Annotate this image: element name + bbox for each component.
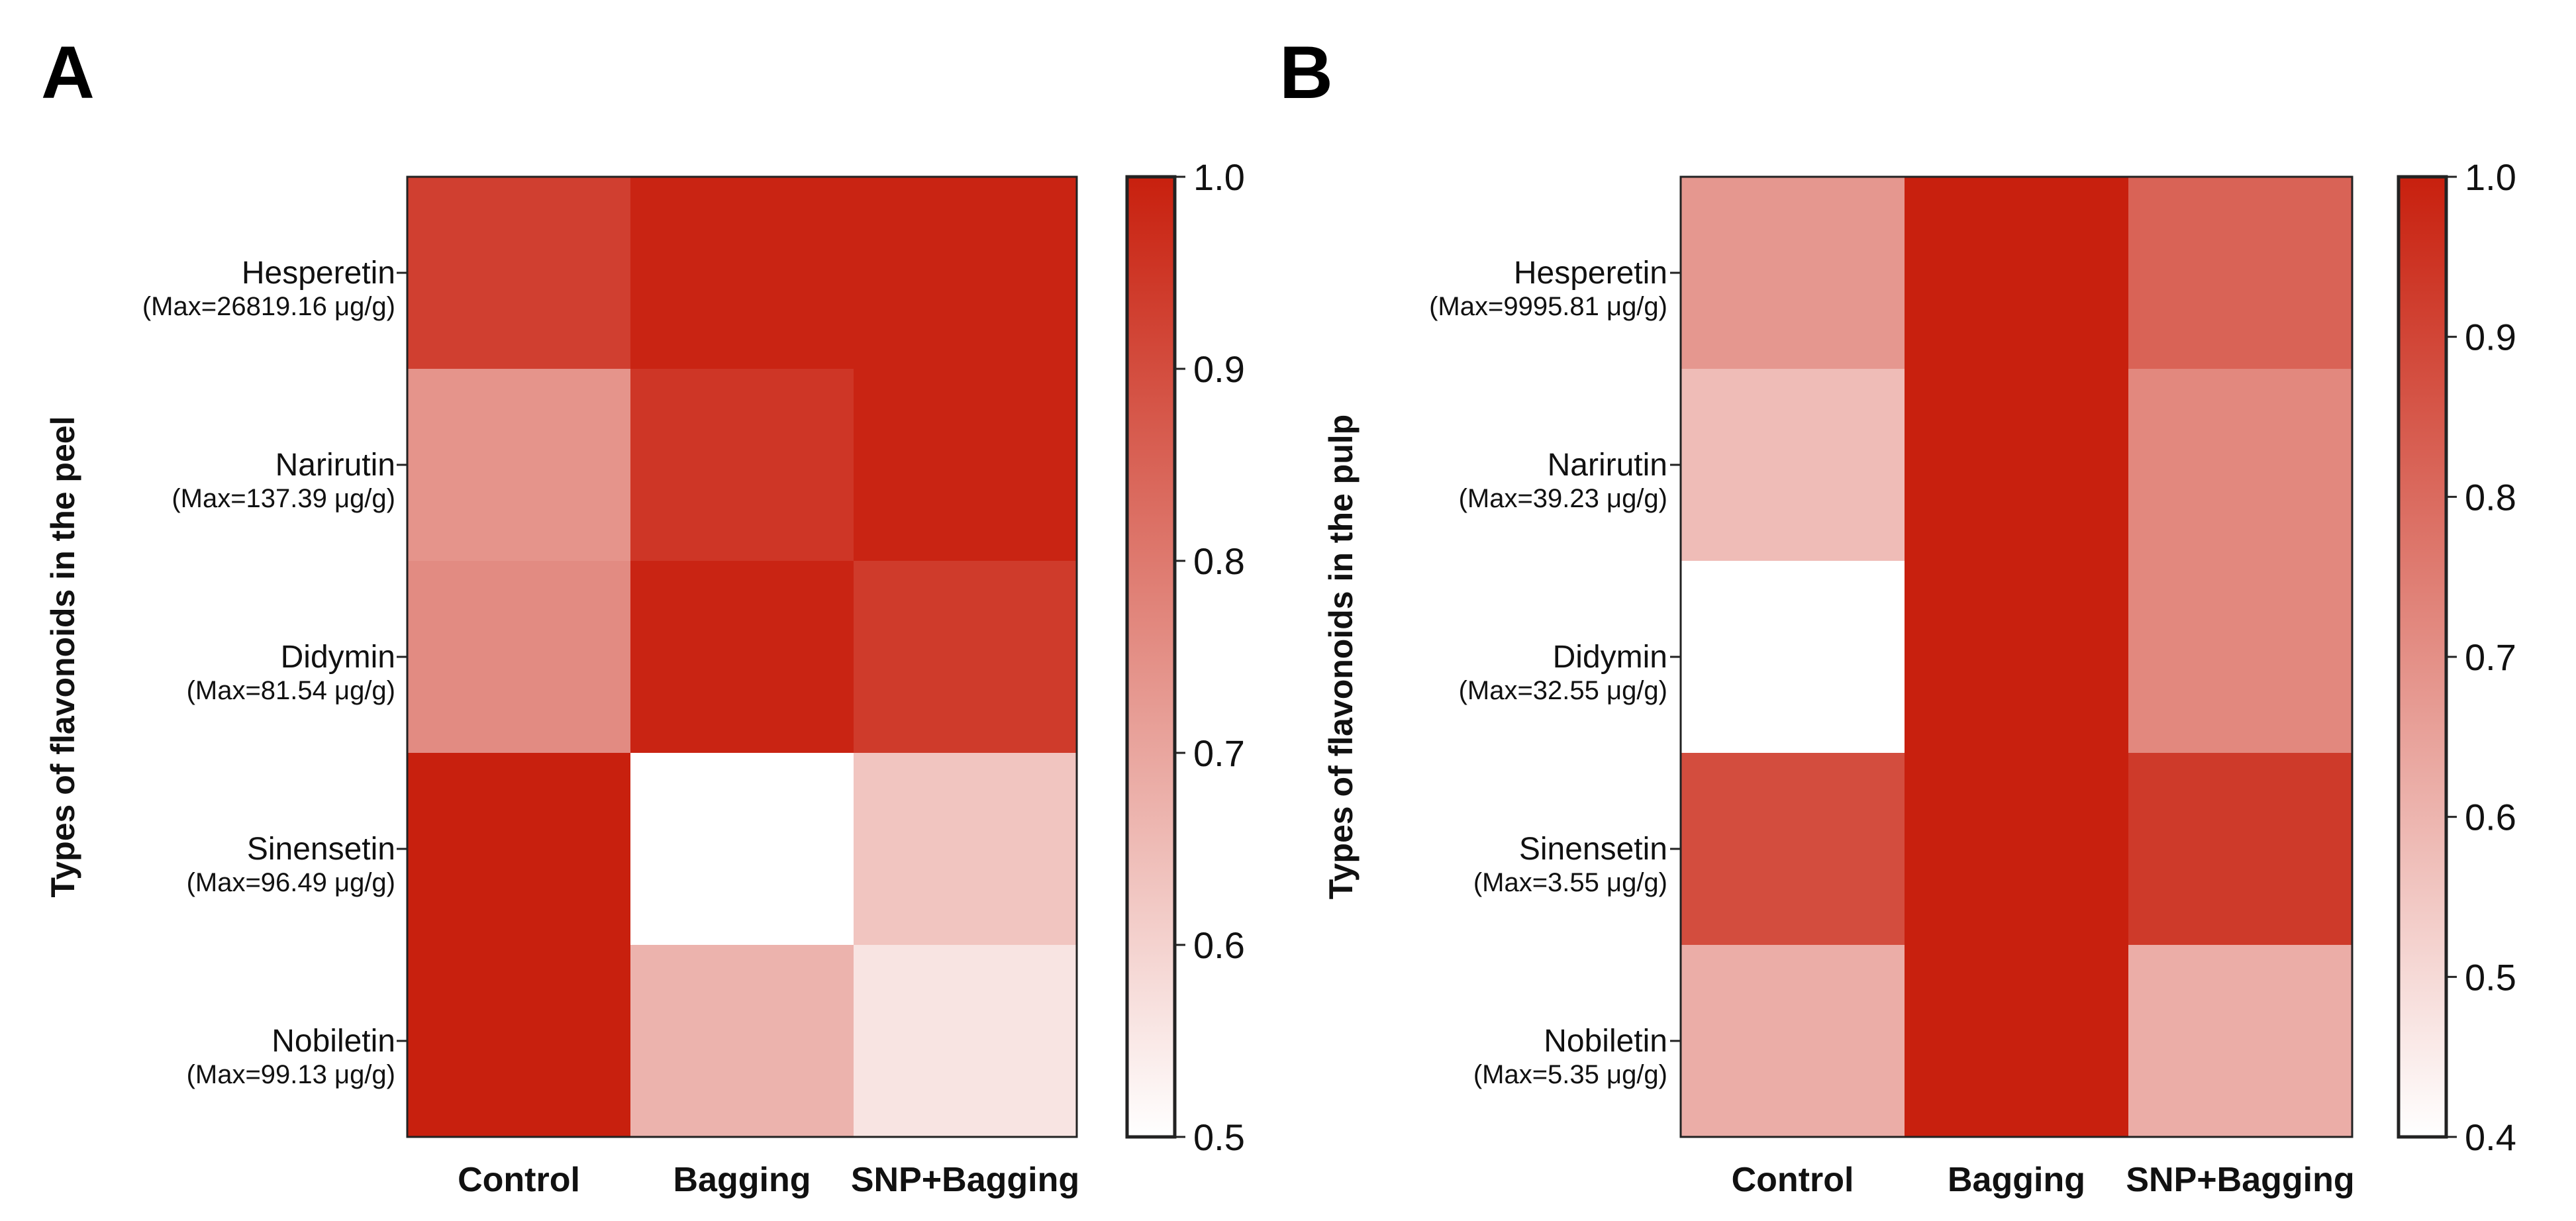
heatmap-cell	[407, 561, 631, 754]
heatmap-cell	[854, 945, 1077, 1138]
colorbar-tick-label: 0.8	[1193, 540, 1245, 582]
heatmap-cell	[1681, 945, 1905, 1138]
heatmap-cell	[2128, 753, 2353, 946]
row-max-label: (Max=26819.16 μg/g)	[142, 292, 395, 321]
row-max-label: (Max=39.23 μg/g)	[1459, 484, 1667, 513]
heatmap-cell	[854, 177, 1077, 369]
row-max-label: (Max=96.49 μg/g)	[187, 868, 395, 897]
heatmap-cell	[2128, 561, 2353, 754]
row-max-label: (Max=81.54 μg/g)	[187, 676, 395, 705]
heatmap-cell	[1905, 561, 2129, 754]
heatmap-cell	[1681, 753, 1905, 946]
heatmap-cell	[854, 753, 1077, 946]
colorbar-tick-label: 0.9	[2465, 317, 2516, 358]
row-label: Didymin	[1553, 640, 1667, 675]
y-axis-title: Types of flavonoids in the pulp	[1322, 415, 1360, 899]
colorbar	[2397, 175, 2448, 1139]
colorbar-tick-label: 0.9	[1193, 348, 1245, 390]
row-label: Nobiletin	[1544, 1024, 1667, 1059]
heatmap-cell	[854, 561, 1077, 754]
row-max-label: (Max=3.55 μg/g)	[1473, 868, 1667, 897]
colorbar-tick-label: 0.5	[1193, 1116, 1245, 1158]
row-label: Hesperetin	[1514, 256, 1667, 291]
colorbar-tick-label: 0.8	[2465, 476, 2516, 518]
colorbar-tick-label: 0.6	[1193, 924, 1245, 966]
row-max-label: (Max=9995.81 μg/g)	[1429, 292, 1667, 321]
colorbar-tick-label: 1.0	[1193, 156, 1245, 198]
row-max-label: (Max=32.55 μg/g)	[1459, 676, 1667, 705]
row-max-label: (Max=99.13 μg/g)	[187, 1060, 395, 1089]
heatmap-cell	[407, 753, 631, 946]
y-axis-title: Types of flavonoids in the peel	[44, 416, 81, 898]
heatmap-cell	[1905, 753, 2129, 946]
heatmap-cell	[407, 945, 631, 1138]
panel-letter: A	[41, 31, 95, 114]
row-label: Sinensetin	[1519, 832, 1667, 867]
heatmap-cell	[407, 369, 631, 562]
heatmap-cell	[630, 945, 854, 1138]
heatmap-cell	[1905, 177, 2129, 369]
column-label: SNP+Bagging	[2126, 1161, 2354, 1199]
heatmap-cell	[1905, 369, 2129, 562]
column-label: Control	[458, 1161, 580, 1199]
colorbar-tick-label: 0.7	[2465, 636, 2516, 678]
heatmap-cell	[1681, 561, 1905, 754]
heatmap-cell	[2128, 177, 2353, 369]
colorbar-tick-label: 0.4	[2465, 1116, 2516, 1158]
row-label: Hesperetin	[242, 256, 395, 291]
column-label: Bagging	[1948, 1161, 2085, 1199]
heatmap-cell	[1905, 945, 2129, 1138]
heatmap-cell	[630, 753, 854, 946]
heatmap-cell	[2128, 945, 2353, 1138]
heatmap-cell	[1681, 177, 1905, 369]
colorbar-tick-label: 1.0	[2465, 156, 2516, 198]
row-max-label: (Max=5.35 μg/g)	[1473, 1060, 1667, 1089]
row-label: Didymin	[281, 640, 395, 675]
colorbar-tick-label: 0.7	[1193, 732, 1245, 774]
heatmap-cell	[2128, 369, 2353, 562]
row-label: Sinensetin	[247, 832, 395, 867]
panel-letter: B	[1279, 31, 1333, 114]
row-label: Nobiletin	[272, 1024, 395, 1059]
colorbar-tick-label: 0.5	[2465, 956, 2516, 998]
heatmap-cell	[854, 369, 1077, 562]
colorbar-tick-label: 0.6	[2465, 797, 2516, 838]
column-label: SNP+Bagging	[851, 1161, 1079, 1199]
column-label: Control	[1732, 1161, 1854, 1199]
column-label: Bagging	[673, 1161, 811, 1199]
row-max-label: (Max=137.39 μg/g)	[172, 484, 395, 513]
heatmap-cell	[630, 177, 854, 369]
heatmap-cell	[407, 177, 631, 369]
heatmap-cell	[630, 561, 854, 754]
row-label: Narirutin	[1548, 448, 1667, 483]
heatmap-cell	[1681, 369, 1905, 562]
row-label: Narirutin	[275, 448, 395, 483]
colorbar	[1125, 175, 1177, 1139]
heatmap-cell	[630, 369, 854, 562]
